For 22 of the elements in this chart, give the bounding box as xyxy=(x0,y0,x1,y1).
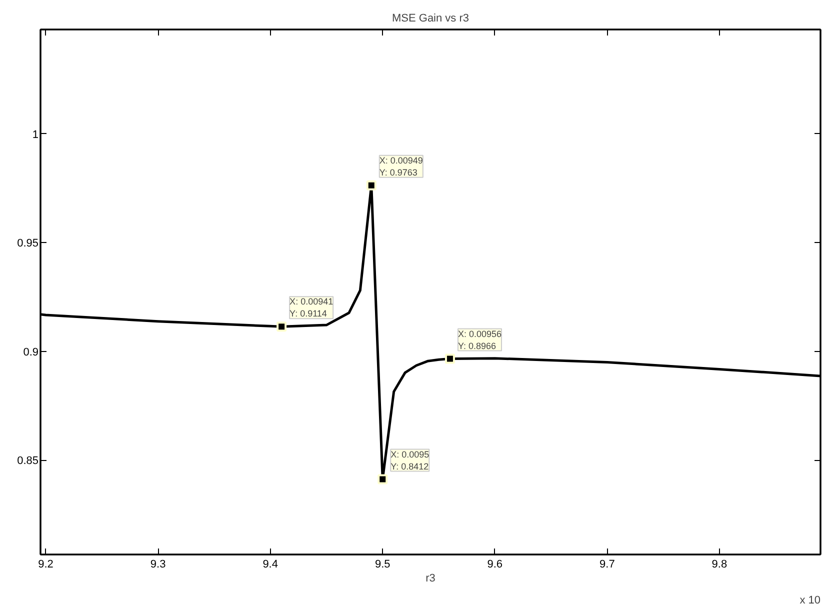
y-tick-label: 0.85 xyxy=(17,455,39,468)
x-tick-label: 9.7 xyxy=(600,558,615,570)
point xyxy=(366,180,376,190)
x-tick-label: 9.2 xyxy=(38,558,54,570)
annotation: X: 0.00949 Y: 0.9763 xyxy=(379,155,423,178)
point xyxy=(378,474,388,484)
y-tick-label: 1 xyxy=(32,128,39,141)
x-tick-label: 9.6 xyxy=(487,558,503,570)
text: x 10 xyxy=(800,594,821,606)
y-tick-label: 0.95 xyxy=(17,238,39,250)
x-tick-label: 9.3 xyxy=(150,558,166,570)
annotation: X: 0.0095 Y: 0.8412 xyxy=(390,449,430,472)
chart-title: MSE Gain vs r3 xyxy=(392,12,470,24)
x-tick-label: 9.5 xyxy=(374,558,390,570)
annotation: X: 0.00941 Y: 0.9114 xyxy=(290,296,334,319)
x-axis-title: r3 xyxy=(426,572,436,584)
x-tick-label: 9.8 xyxy=(712,558,728,570)
x-tick-label: 9.4 xyxy=(262,558,278,570)
annotation: X: 0.00956 Y: 0.8966 xyxy=(458,328,502,351)
y-tick-label: 0.9 xyxy=(23,346,39,358)
point xyxy=(276,322,287,332)
point xyxy=(444,354,455,364)
